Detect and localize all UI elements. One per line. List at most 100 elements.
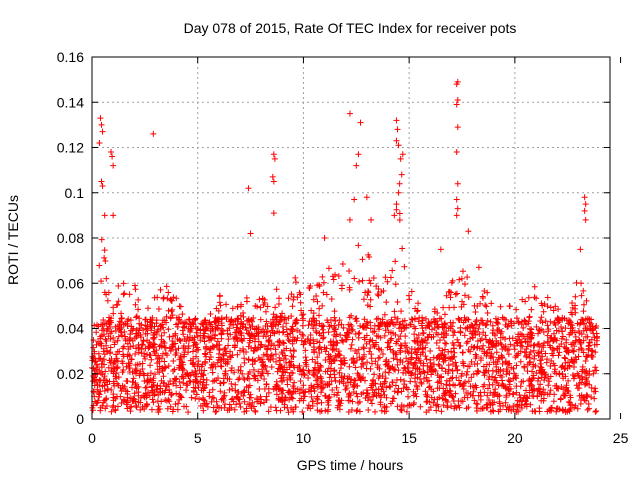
data-point xyxy=(501,315,508,322)
data-point xyxy=(353,162,360,169)
data-point xyxy=(452,291,459,298)
data-point xyxy=(567,402,574,409)
data-point xyxy=(257,304,264,311)
data-point xyxy=(441,340,448,347)
data-point xyxy=(430,354,437,361)
data-point xyxy=(531,283,538,290)
data-point xyxy=(586,368,593,375)
data-point xyxy=(503,392,510,399)
data-point xyxy=(98,236,105,243)
data-point xyxy=(485,344,492,351)
data-point xyxy=(217,380,224,387)
data-point xyxy=(301,389,308,396)
data-point xyxy=(111,382,118,389)
data-point xyxy=(360,389,367,396)
data-point xyxy=(569,311,576,318)
data-point xyxy=(240,310,247,317)
data-point xyxy=(447,319,454,326)
data-point xyxy=(452,390,459,397)
data-point xyxy=(412,316,419,323)
data-point xyxy=(235,396,242,403)
data-point xyxy=(192,315,199,322)
data-point xyxy=(329,347,336,354)
data-point xyxy=(255,398,262,405)
data-point xyxy=(527,348,534,355)
data-point xyxy=(572,354,579,361)
data-point xyxy=(294,364,301,371)
data-point xyxy=(229,385,236,392)
data-point xyxy=(144,337,151,344)
data-point xyxy=(316,344,323,351)
data-point xyxy=(403,344,410,351)
data-point xyxy=(361,351,368,358)
data-point xyxy=(166,389,173,396)
data-point xyxy=(185,325,192,332)
data-point xyxy=(377,381,384,388)
data-point xyxy=(312,359,319,366)
data-point xyxy=(414,339,421,346)
data-point xyxy=(120,291,127,298)
data-point xyxy=(286,364,293,371)
data-point xyxy=(396,180,403,187)
data-point xyxy=(284,333,291,340)
data-point xyxy=(221,404,228,411)
data-point xyxy=(145,345,152,352)
data-point xyxy=(364,359,371,366)
data-point xyxy=(497,330,504,337)
data-point xyxy=(91,377,98,384)
data-point xyxy=(359,277,366,284)
data-point xyxy=(323,291,330,298)
data-point xyxy=(93,329,100,336)
data-point xyxy=(140,338,147,345)
data-point xyxy=(132,381,139,388)
data-point xyxy=(175,345,182,352)
data-point xyxy=(289,395,296,402)
data-point xyxy=(436,378,443,385)
data-point xyxy=(302,354,309,361)
data-point xyxy=(551,368,558,375)
y-tick-label: 0 xyxy=(76,411,84,427)
data-point xyxy=(289,338,296,345)
data-point xyxy=(243,383,250,390)
data-point xyxy=(217,362,224,369)
data-point xyxy=(507,318,514,325)
data-point xyxy=(567,318,574,325)
data-point xyxy=(412,305,419,312)
data-point xyxy=(296,390,303,397)
data-point xyxy=(469,392,476,399)
data-point xyxy=(273,358,280,365)
data-point xyxy=(153,328,160,335)
data-point xyxy=(265,408,272,415)
data-point xyxy=(539,319,546,326)
data-point xyxy=(560,391,567,398)
data-point xyxy=(216,299,223,306)
data-point xyxy=(450,381,457,388)
data-point xyxy=(367,384,374,391)
data-point xyxy=(259,358,266,365)
data-point xyxy=(133,402,140,409)
data-point xyxy=(338,358,345,365)
data-point xyxy=(220,379,227,386)
axis-ticks xyxy=(91,56,622,420)
data-point xyxy=(584,393,591,400)
data-point xyxy=(367,319,374,326)
data-point xyxy=(511,342,518,349)
x-tick-label: 15 xyxy=(401,430,417,446)
data-point xyxy=(212,408,219,415)
data-point xyxy=(170,340,177,347)
data-point xyxy=(396,210,403,217)
data-point xyxy=(565,377,572,384)
data-point xyxy=(327,365,334,372)
data-point xyxy=(231,369,238,376)
data-point xyxy=(173,382,180,389)
data-point xyxy=(564,359,571,366)
data-point xyxy=(397,406,404,413)
data-point xyxy=(195,358,202,365)
data-point xyxy=(291,379,298,386)
data-point xyxy=(157,286,164,293)
data-point xyxy=(313,292,320,299)
data-point xyxy=(136,315,143,322)
data-point xyxy=(361,334,368,341)
data-point xyxy=(383,394,390,401)
data-point xyxy=(364,386,371,393)
